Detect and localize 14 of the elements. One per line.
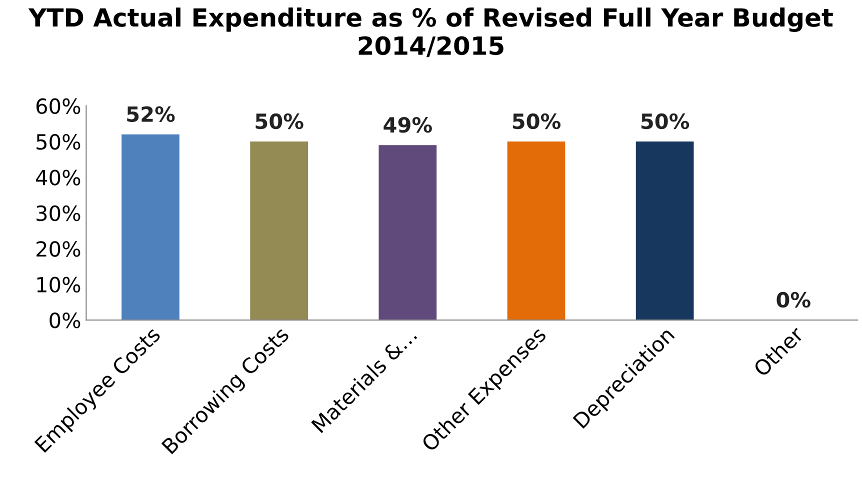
data-label: 50% (256, 113, 304, 130)
data-label: 50% (641, 113, 690, 130)
y-tick-label: 10% (37, 276, 80, 293)
data-label: 49% (384, 116, 432, 133)
y-tick-label: 40% (36, 170, 80, 186)
y-tick-label: 0% (50, 312, 80, 328)
y-tick-label: 50% (36, 134, 80, 150)
data-label: 50% (512, 113, 561, 130)
data-label: 52% (127, 106, 175, 122)
y-tick-label: 20% (36, 241, 80, 257)
chart-title: YTD Actual Expenditure as % of Revised Full Year Budget 2014/2015 (28, 8, 833, 58)
y-tick-label: 60% (36, 98, 80, 114)
data-label: 0% (776, 292, 810, 308)
y-tick-label: 30% (36, 205, 80, 222)
